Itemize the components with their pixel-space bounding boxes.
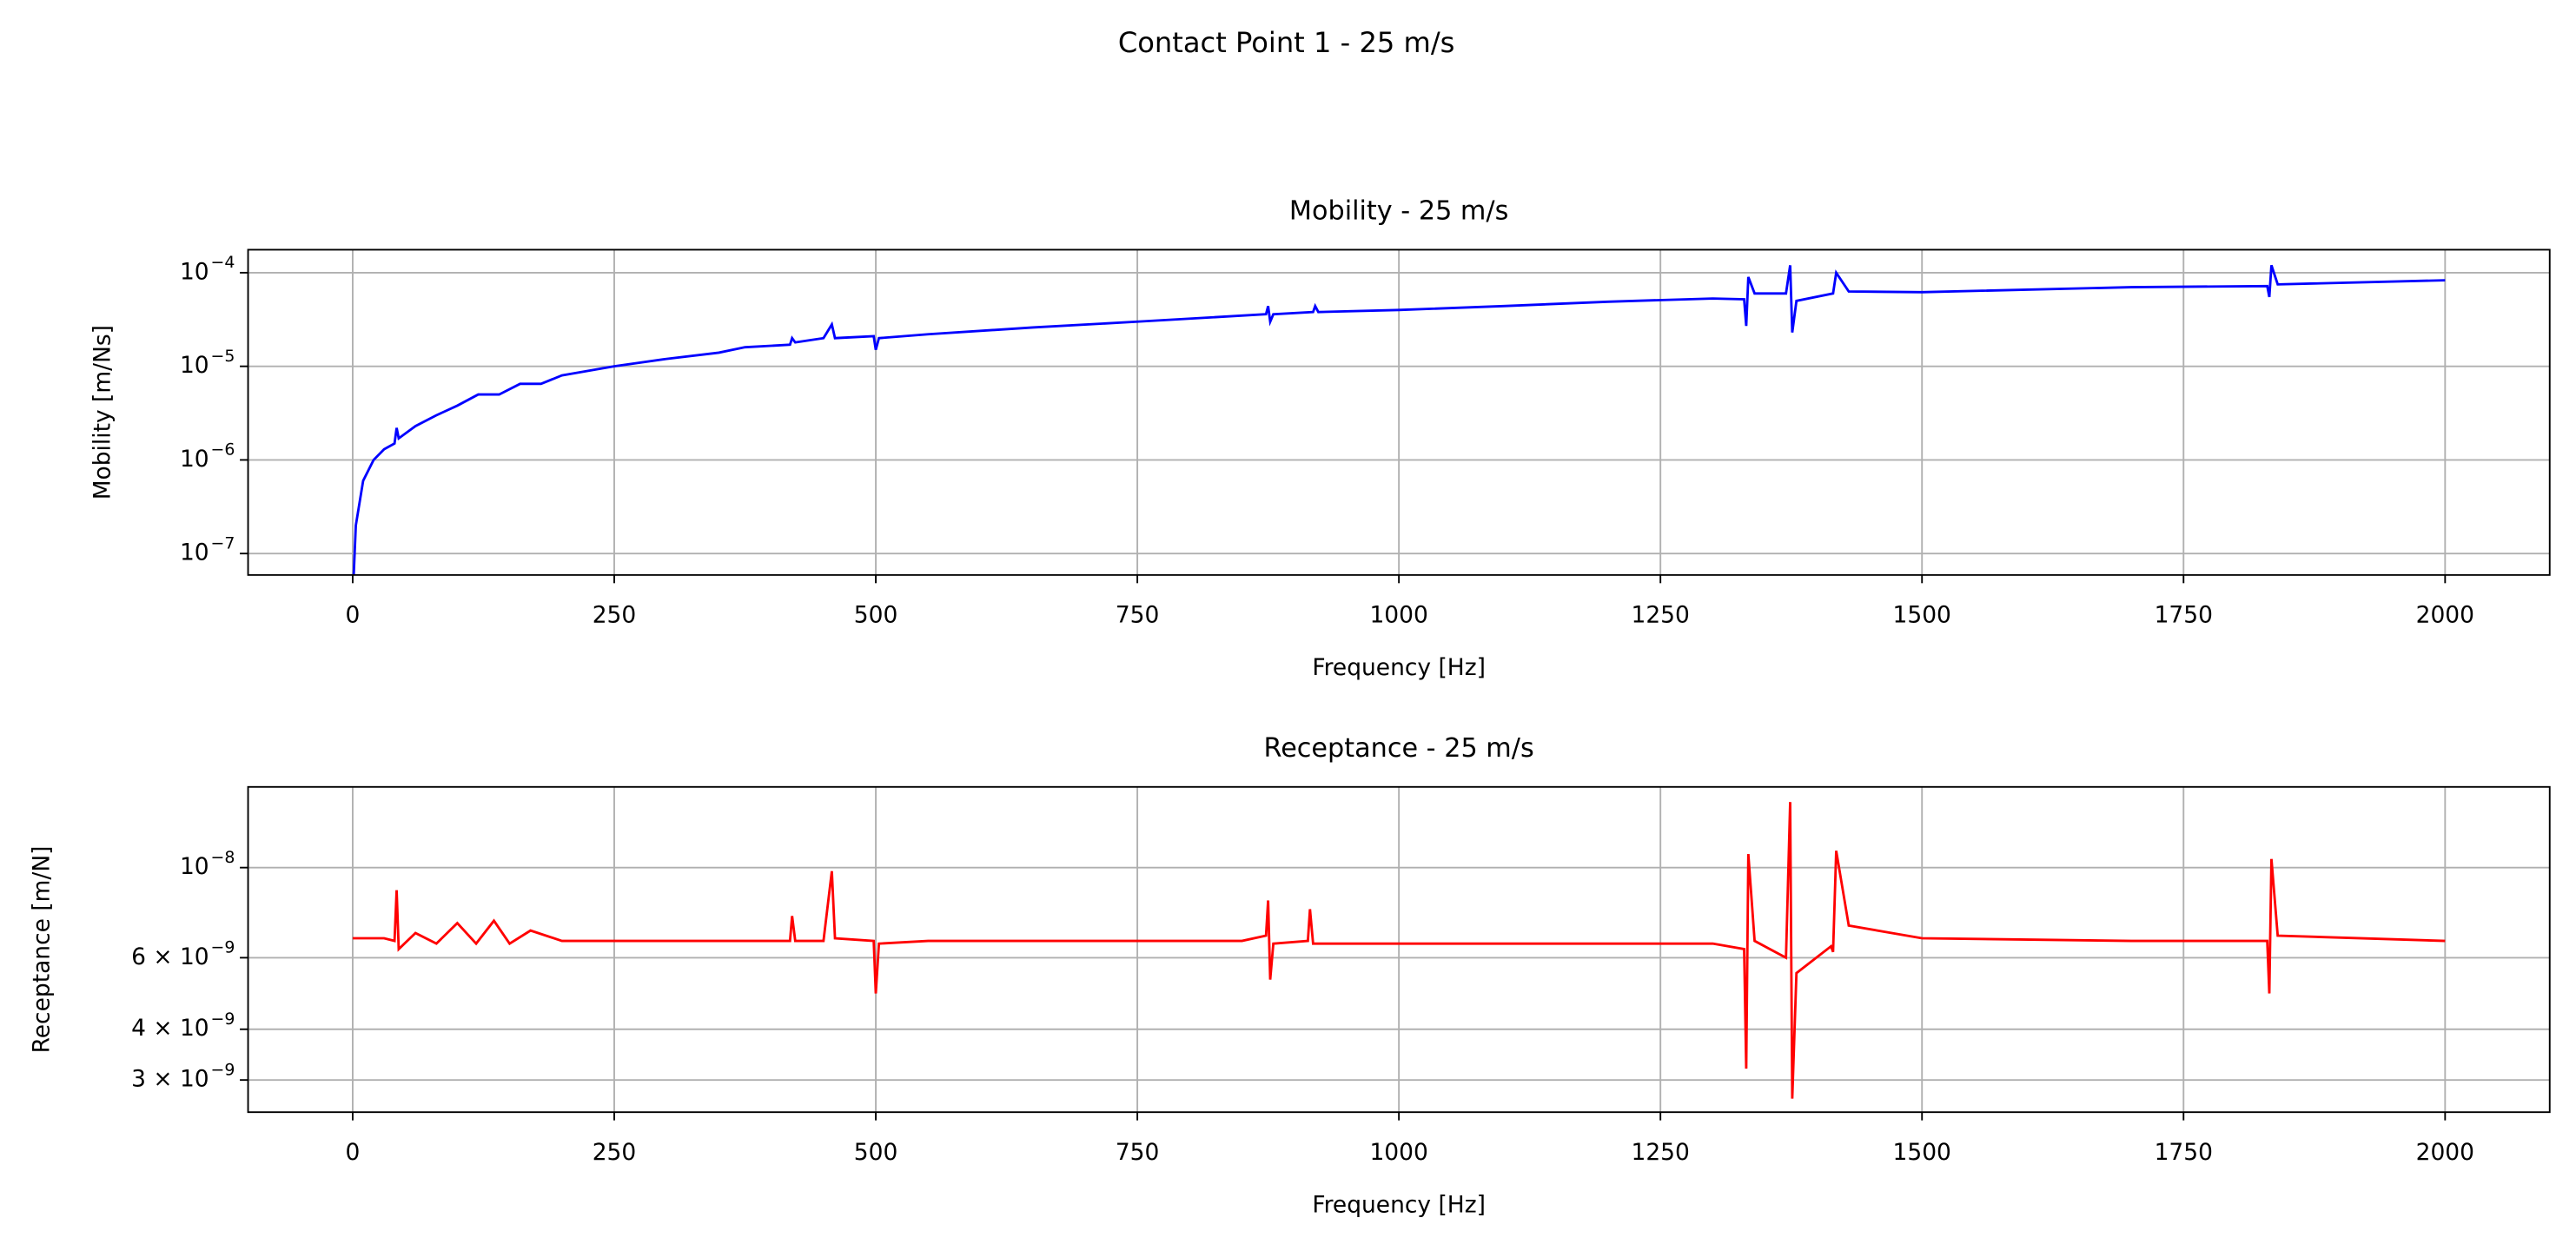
x-tick-label: 500 xyxy=(854,1139,898,1166)
data-line xyxy=(352,264,2446,575)
y-axis-label: Mobility [m/Ns] xyxy=(89,325,116,500)
x-tick-label: 1750 xyxy=(2155,1139,2213,1166)
y-tick-exponent: −7 xyxy=(211,533,235,553)
y-tick-label: 10 xyxy=(180,258,209,285)
x-tick-label: 1500 xyxy=(1893,1139,1951,1166)
x-tick-label: 1000 xyxy=(1369,602,1427,629)
x-tick-label: 500 xyxy=(854,602,898,629)
y-tick-label: 6 × 10 xyxy=(131,943,209,970)
y-tick-label: 4 × 10 xyxy=(131,1015,209,1042)
y-tick-exponent: −9 xyxy=(211,938,235,957)
y-tick-label: 10 xyxy=(180,446,209,473)
x-tick-label: 750 xyxy=(1116,1139,1160,1166)
x-axis-label: Frequency [Hz] xyxy=(1312,654,1486,681)
axes-title: Mobility - 25 m/s xyxy=(1289,195,1508,226)
axes-title: Receptance - 25 m/s xyxy=(1264,733,1534,764)
x-tick-label: 250 xyxy=(593,602,637,629)
y-tick-label: 3 × 10 xyxy=(131,1066,209,1093)
y-tick-exponent: −4 xyxy=(211,253,235,272)
y-tick-label: 10 xyxy=(180,853,209,880)
x-tick-label: 1750 xyxy=(2155,602,2213,629)
axes-frame xyxy=(247,785,2551,1114)
y-axis-label: Receptance [m/N] xyxy=(29,846,56,1054)
x-tick-label: 1000 xyxy=(1369,1139,1427,1166)
x-tick-label: 0 xyxy=(346,602,361,629)
y-tick-label: 10 xyxy=(180,539,209,566)
x-axis-label: Frequency [Hz] xyxy=(1312,1191,1486,1218)
x-tick-label: 250 xyxy=(593,1139,637,1166)
x-tick-label: 750 xyxy=(1116,602,1160,629)
data-line xyxy=(352,802,2446,1099)
axes-frame xyxy=(247,248,2551,576)
x-tick-label: 1500 xyxy=(1893,602,1951,629)
x-tick-label: 1250 xyxy=(1631,1139,1689,1166)
y-tick-exponent: −9 xyxy=(211,1060,235,1079)
x-tick-label: 0 xyxy=(346,1139,361,1166)
x-tick-label: 1250 xyxy=(1631,602,1689,629)
figure-title: Contact Point 1 - 25 m/s xyxy=(1118,26,1455,59)
x-tick-label: 2000 xyxy=(2416,1139,2474,1166)
y-tick-exponent: −9 xyxy=(211,1009,235,1029)
x-tick-label: 2000 xyxy=(2416,602,2474,629)
y-tick-exponent: −6 xyxy=(211,440,235,460)
y-tick-exponent: −5 xyxy=(211,347,235,366)
y-tick-label: 10 xyxy=(180,352,209,379)
y-tick-exponent: −8 xyxy=(211,848,235,867)
